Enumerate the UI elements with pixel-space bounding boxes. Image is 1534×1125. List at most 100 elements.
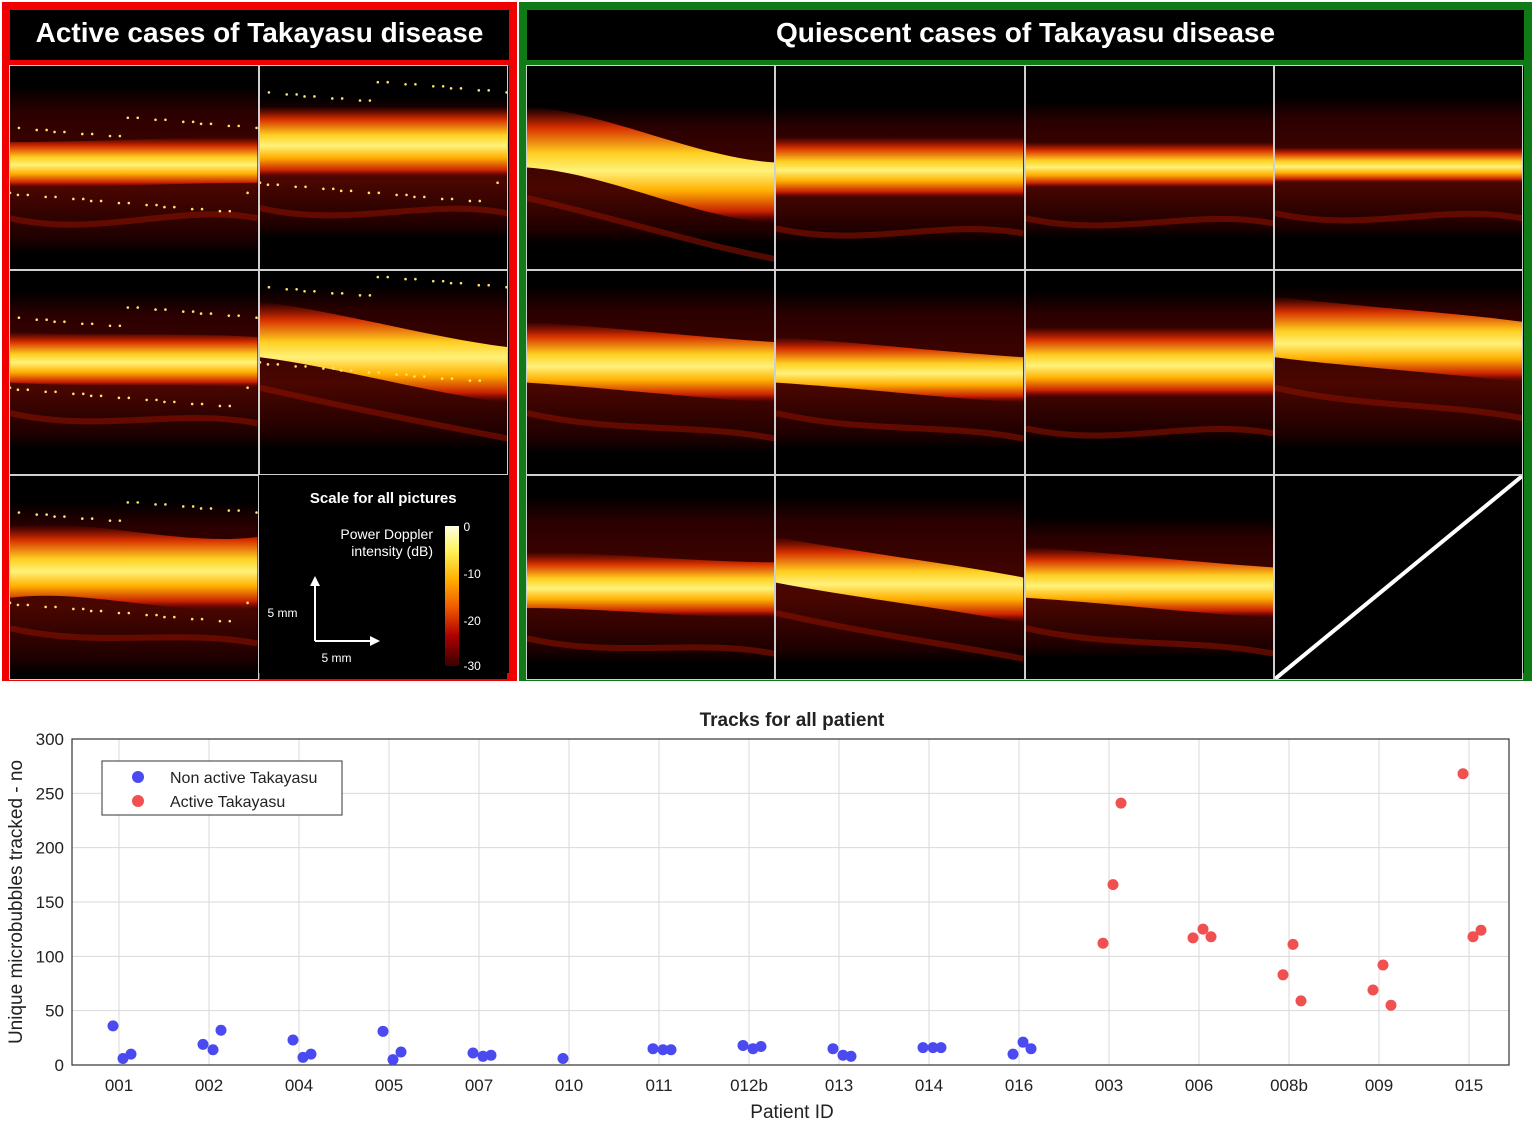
data-point-non-active <box>837 1049 849 1061</box>
doppler-image <box>259 80 507 239</box>
doppler-image <box>1025 101 1273 239</box>
colorbar-tick: -30 <box>463 659 481 673</box>
data-point-non-active <box>207 1044 219 1056</box>
data-point-active <box>1287 938 1299 950</box>
quiescent-panel-title: Quiescent cases of Takayasu disease <box>527 10 1524 60</box>
data-point-non-active <box>917 1042 929 1054</box>
ultrasound-image-tile <box>1024 475 1274 680</box>
doppler-image <box>527 286 775 454</box>
scale-title: Scale for all pictures <box>309 490 457 507</box>
y-tick-label: 150 <box>36 893 64 912</box>
data-point-active <box>1097 937 1109 949</box>
quiescent-cases-panel: Quiescent cases of Takayasu disease <box>519 2 1532 681</box>
data-point-non-active <box>927 1042 939 1054</box>
doppler-image <box>776 496 1024 664</box>
chart-legend: Non active Takayasu Active Takayasu <box>101 760 343 816</box>
data-point-non-active <box>737 1039 749 1051</box>
ultrasound-image-tile <box>258 65 508 270</box>
data-point-non-active <box>197 1038 209 1050</box>
active-image-grid: Scale for all pictures Power Doppler int… <box>9 65 509 680</box>
doppler-image <box>1025 516 1273 659</box>
ultrasound-image-tile <box>525 65 776 270</box>
doppler-image <box>10 86 258 254</box>
plot-area <box>71 738 1510 1066</box>
y-tick-label: 200 <box>36 839 64 858</box>
quiescent-title-band <box>527 60 1524 66</box>
ultrasound-image-tile <box>258 270 508 475</box>
ultrasound-image-tile <box>1024 65 1274 270</box>
chart-svg: Tracks for all patient 0 50 100 150 200 250 30… <box>6 710 1510 1123</box>
colorbar-label-line1: Power Doppler <box>340 526 433 542</box>
data-point-active <box>1187 932 1199 944</box>
data-point-non-active <box>557 1052 569 1064</box>
x-tick-label: 016 <box>1005 1076 1033 1095</box>
ultrasound-image-tile <box>1273 475 1524 680</box>
data-point-active <box>1475 924 1487 936</box>
x-axis-ticks: 001 002 004 005 007 010 011 012b 013 014 016 003 006… <box>105 1076 1483 1095</box>
ultrasound-image-tile <box>775 270 1025 475</box>
x-tick-label: 002 <box>195 1076 223 1095</box>
ultrasound-image-tile <box>775 65 1025 270</box>
legend-box <box>101 760 343 816</box>
x-tick-label: 003 <box>1095 1076 1123 1095</box>
colorbar-label: Power Doppler intensity (dB) <box>273 526 433 560</box>
y-tick-label: 250 <box>36 784 64 803</box>
colorbar-tick: -10 <box>463 567 481 581</box>
data-point-non-active <box>377 1025 389 1037</box>
active-title-band <box>10 60 509 66</box>
data-point-non-active <box>657 1044 669 1056</box>
data-point-active <box>1385 999 1397 1011</box>
y-tick-label: 50 <box>45 1002 64 1021</box>
ultrasound-image-tile <box>1273 65 1524 270</box>
ultrasound-image-tile <box>525 270 776 475</box>
doppler-image <box>527 496 775 664</box>
data-point-non-active <box>665 1044 677 1056</box>
data-point-non-active <box>845 1050 857 1062</box>
data-point-active <box>1467 931 1479 943</box>
colorbar-tick: -20 <box>463 614 481 628</box>
x-tick-label: 012b <box>730 1076 768 1095</box>
data-point-non-active <box>125 1048 137 1060</box>
ultrasound-image-tile <box>9 475 259 680</box>
data-point-non-active <box>107 1020 119 1032</box>
doppler-image <box>10 291 258 449</box>
scale-arrow-up-head <box>309 576 320 586</box>
data-point-active <box>1277 969 1289 981</box>
data-point-active <box>1115 797 1127 809</box>
data-points <box>107 768 1487 1066</box>
x-tick-label: 013 <box>825 1076 853 1095</box>
data-point-non-active <box>395 1046 407 1058</box>
y-axis-label: Unique microbubbles tracked - no <box>6 760 27 1044</box>
ultrasound-image-tile <box>1024 270 1274 475</box>
data-point-active <box>1107 879 1119 891</box>
colorbar-tick: 0 <box>463 520 471 534</box>
y-axis-ticks: 0 50 100 150 200 250 300 <box>36 730 64 1075</box>
scale-tile: Scale for all pictures Power Doppler int… <box>259 476 507 679</box>
data-point-non-active <box>467 1047 479 1059</box>
x-tick-label: 010 <box>555 1076 583 1095</box>
x-tick-label: 004 <box>285 1076 313 1095</box>
data-point-active <box>1205 931 1217 943</box>
data-point-non-active <box>1007 1048 1019 1060</box>
scale-x-label: 5 mm <box>321 651 352 665</box>
ultrasound-image-tile <box>9 270 259 475</box>
data-point-non-active <box>935 1042 947 1054</box>
doppler-image <box>776 106 1024 244</box>
doppler-image <box>1274 286 1522 449</box>
data-point-non-active <box>827 1043 839 1055</box>
doppler-image <box>1274 96 1522 239</box>
x-tick-label: 009 <box>1365 1076 1393 1095</box>
x-tick-label: 008b <box>1270 1076 1308 1095</box>
active-cases-panel: Active cases of Takayasu disease Scale f… <box>2 2 517 681</box>
data-point-non-active <box>1025 1043 1037 1055</box>
x-tick-label: 001 <box>105 1076 133 1095</box>
quiescent-image-grid <box>525 65 1524 680</box>
chart-title: Tracks for all patient <box>700 710 885 731</box>
ultrasound-image-tile <box>1273 270 1524 475</box>
data-point-non-active <box>387 1054 399 1066</box>
data-point-non-active <box>215 1024 227 1036</box>
ultrasound-image-tile <box>775 475 1025 680</box>
doppler-image <box>259 275 507 449</box>
data-point-active <box>1367 984 1379 996</box>
x-tick-label: 007 <box>465 1076 493 1095</box>
